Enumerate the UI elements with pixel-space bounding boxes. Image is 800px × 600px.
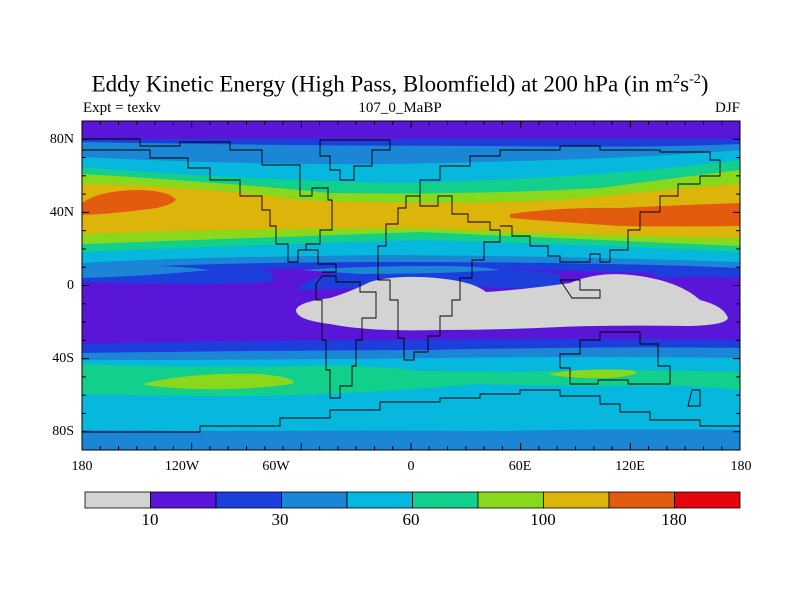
experiment-label: Expt = texkv [83, 100, 161, 116]
eke-field [82, 121, 740, 450]
tropical-band-20-30-east [650, 268, 740, 278]
colorbar-swatch [346, 491, 413, 509]
colorbar-swatch [215, 491, 282, 509]
colorbar-swatch [412, 491, 479, 509]
plot-title: Eddy Kinetic Energy (High Pass, Bloomfie… [0, 66, 800, 99]
lon-label-180e: 180 [730, 459, 752, 474]
tropical-low-eke [296, 274, 728, 331]
colorbar-swatch [281, 491, 348, 509]
title-unit-s: s [680, 71, 690, 97]
colorbar-swatch [84, 491, 151, 509]
colorbar-label-30: 30 [271, 510, 289, 529]
colorbar-swatch [674, 491, 741, 509]
sh-band-45-60-high [82, 429, 740, 450]
colorbar [84, 491, 741, 509]
tick-marks [81, 120, 741, 451]
title-text: Eddy Kinetic Energy (High Pass, Bloomfie… [91, 71, 674, 97]
title-unit-m-exponent: 2 [673, 72, 681, 87]
lon-label-60e: 60E [508, 459, 532, 474]
colorbar-label-100: 100 [530, 510, 556, 529]
lon-label-60w: 60W [262, 459, 290, 474]
lon-label-120e: 120E [615, 459, 645, 474]
nh-band-100-140 [82, 184, 740, 238]
coastline-australia [559, 331, 671, 385]
colorbar-label-10: 10 [141, 510, 159, 529]
coastline-north-america [82, 138, 333, 263]
lat-label-80n: 80N [49, 132, 74, 147]
coastlines [82, 138, 740, 433]
lon-label-120w: 120W [164, 459, 200, 474]
coastline-europe-africa [377, 195, 501, 361]
lat-label-40s: 40S [52, 351, 74, 366]
colorbar-swatch [608, 491, 675, 509]
sh-band-80-100 [142, 373, 294, 390]
colorbar-swatch [543, 491, 610, 509]
season-label: DJF [714, 100, 740, 116]
tropical-band-30-45-b [300, 266, 500, 274]
title-close-paren: ) [700, 71, 709, 97]
coastline-central-america [306, 249, 337, 273]
colorbar-label-60: 60 [402, 510, 420, 529]
coastline-maritime-continent [559, 279, 601, 299]
coastline-greenland [319, 139, 391, 181]
coastline-south-america [315, 275, 377, 399]
nh-max-pacific [82, 190, 176, 215]
colorbar-swatch [150, 491, 217, 509]
colorbar-label-180: 180 [661, 510, 687, 529]
lat-label-80s: 80S [52, 424, 74, 439]
nh-max-asia [510, 203, 740, 227]
lon-label-0: 0 [407, 459, 415, 474]
colorbar-swatch [477, 491, 544, 509]
coastline-asia [419, 145, 721, 263]
coastline-antarctica [82, 389, 740, 433]
tropical-band-30-45 [82, 266, 210, 278]
run-label: 107_0_MaBP [358, 100, 442, 116]
lon-label-180w: 180 [71, 459, 93, 474]
title-unit-s-exponent: -2 [689, 72, 701, 87]
lat-label-40n: 40N [49, 205, 74, 220]
coastline-new-zealand [687, 389, 701, 407]
lat-label-eq: 0 [67, 278, 74, 293]
